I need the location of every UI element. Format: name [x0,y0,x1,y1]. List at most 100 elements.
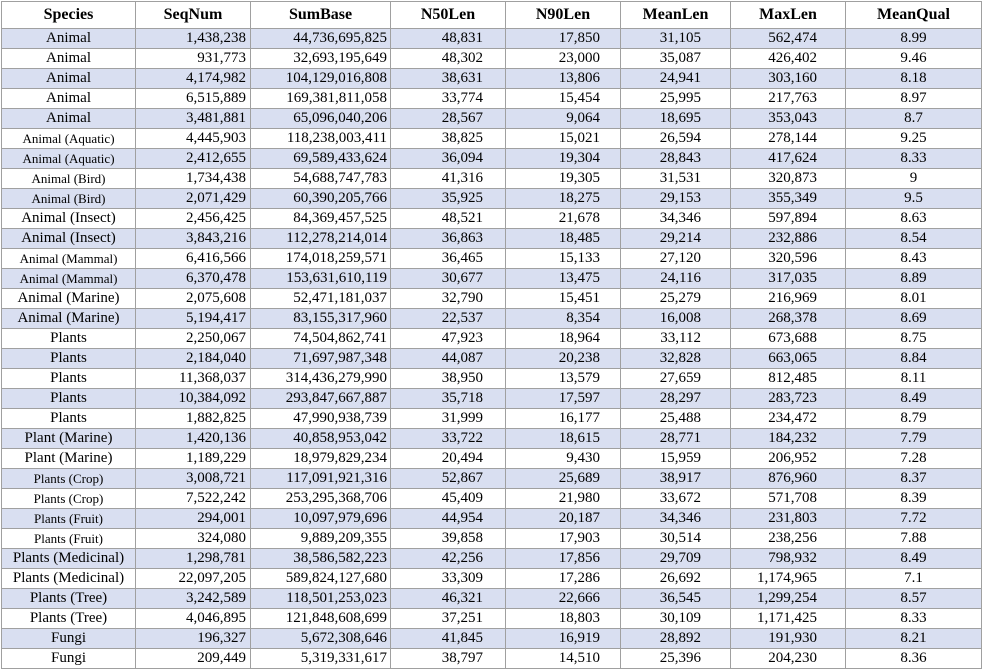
value-cell: 169,381,811,058 [250,88,391,109]
value-cell: 22,097,205 [135,568,251,589]
value-cell: 18,615 [505,428,621,449]
species-cell: Animal (Marine) [1,288,136,309]
value-cell: 44,087 [390,348,506,369]
value-cell: 10,097,979,696 [250,508,391,529]
value-cell: 13,806 [505,68,621,89]
value-cell: 47,990,938,739 [250,408,391,429]
value-cell: 20,187 [505,508,621,529]
value-cell: 798,932 [730,548,846,569]
value-cell: 1,882,825 [135,408,251,429]
species-cell: Fungi [1,628,136,649]
value-cell: 31,999 [390,408,506,429]
value-cell: 17,286 [505,568,621,589]
value-cell: 121,848,608,699 [250,608,391,629]
table-row: Animal 3,481,881 65,096,040,206 28,567 9,064… [1,108,982,129]
species-cell: Plants [1,368,136,389]
value-cell: 24,116 [620,268,731,289]
species-cell: Animal (Mammal) [1,268,136,289]
value-cell: 355,349 [730,188,846,209]
value-cell: 6,370,478 [135,268,251,289]
species-cell: Plants [1,328,136,349]
value-cell: 20,494 [390,448,506,469]
column-header: MeanLen [620,1,731,29]
species-cell: Animal [1,88,136,109]
species-cell: Plant (Marine) [1,448,136,469]
column-header: Species [1,1,136,29]
value-cell: 812,485 [730,368,846,389]
table-row: Plants 10,384,092 293,847,667,887 35,718 17,… [1,388,982,409]
value-cell: 31,105 [620,28,731,49]
table-row: Plants (Fruit) 324,080 9,889,209,355 39,858… [1,528,982,549]
value-cell: 2,075,608 [135,288,251,309]
table-row: Plants 1,882,825 47,990,938,739 31,999 16,17… [1,408,982,429]
value-cell: 9.25 [845,128,982,149]
value-cell: 8.63 [845,208,982,229]
table-row: Plants (Medicinal) 1,298,781 38,586,582,22… [1,548,982,569]
value-cell: 4,445,903 [135,128,251,149]
species-cell: Plants [1,408,136,429]
value-cell: 18,275 [505,188,621,209]
table-row: Fungi 209,449 5,319,331,617 38,797 14,510 25,… [1,648,982,669]
value-cell: 33,722 [390,428,506,449]
value-cell: 1,189,229 [135,448,251,469]
value-cell: 238,256 [730,528,846,549]
column-header: MaxLen [730,1,846,29]
table-row: Plants (Fruit) 294,001 10,097,979,696 44,95… [1,508,982,529]
value-cell: 44,954 [390,508,506,529]
value-cell: 54,688,747,783 [250,168,391,189]
table-body: Animal 1,438,238 44,736,695,825 48,831 17,85… [1,28,982,669]
value-cell: 8.54 [845,228,982,249]
value-cell: 36,545 [620,588,731,609]
value-cell: 38,631 [390,68,506,89]
value-cell: 8.49 [845,388,982,409]
species-cell: Animal [1,28,136,49]
table-row: Animal (Mammal) 6,370,478 153,631,610,119 3… [1,268,982,289]
value-cell: 209,449 [135,648,251,669]
species-cell: Plants (Fruit) [1,508,136,529]
value-cell: 268,378 [730,308,846,329]
column-header: N90Len [505,1,621,29]
value-cell: 32,693,195,649 [250,48,391,69]
value-cell: 46,321 [390,588,506,609]
value-cell: 8.49 [845,548,982,569]
value-cell: 8.21 [845,628,982,649]
value-cell: 27,659 [620,368,731,389]
value-cell: 17,903 [505,528,621,549]
table-row: Plants (Crop) 7,522,242 253,295,368,706 45,… [1,488,982,509]
value-cell: 1,734,438 [135,168,251,189]
table-row: Plants 2,250,067 74,504,862,741 47,923 18,96… [1,328,982,349]
column-header: SumBase [250,1,391,29]
table-row: Plants (Tree) 4,046,895 121,848,608,699 37,… [1,608,982,629]
species-cell: Animal (Insect) [1,208,136,229]
value-cell: 571,708 [730,488,846,509]
value-cell: 5,194,417 [135,308,251,329]
table-row: Plants (Crop) 3,008,721 117,091,921,316 52,… [1,468,982,489]
value-cell: 597,894 [730,208,846,229]
value-cell: 16,919 [505,628,621,649]
header-row: Species SeqNum SumBase N50Len N90Len MeanLen M… [1,1,982,29]
value-cell: 8.97 [845,88,982,109]
value-cell: 26,594 [620,128,731,149]
value-cell: 9 [845,168,982,189]
value-cell: 23,000 [505,48,621,69]
value-cell: 15,021 [505,128,621,149]
value-cell: 16,177 [505,408,621,429]
table-row: Animal 4,174,982 104,129,016,808 38,631 13,8… [1,68,982,89]
value-cell: 28,771 [620,428,731,449]
value-cell: 294,001 [135,508,251,529]
value-cell: 69,589,433,624 [250,148,391,169]
value-cell: 426,402 [730,48,846,69]
value-cell: 2,184,040 [135,348,251,369]
value-cell: 34,346 [620,508,731,529]
value-cell: 48,831 [390,28,506,49]
value-cell: 314,436,279,990 [250,368,391,389]
table-row: Animal 1,438,238 44,736,695,825 48,831 17,85… [1,28,982,49]
species-cell: Plants (Fruit) [1,528,136,549]
value-cell: 9.46 [845,48,982,69]
column-header: SeqNum [135,1,251,29]
value-cell: 1,171,425 [730,608,846,629]
species-cell: Animal [1,68,136,89]
value-cell: 65,096,040,206 [250,108,391,129]
value-cell: 38,797 [390,648,506,669]
